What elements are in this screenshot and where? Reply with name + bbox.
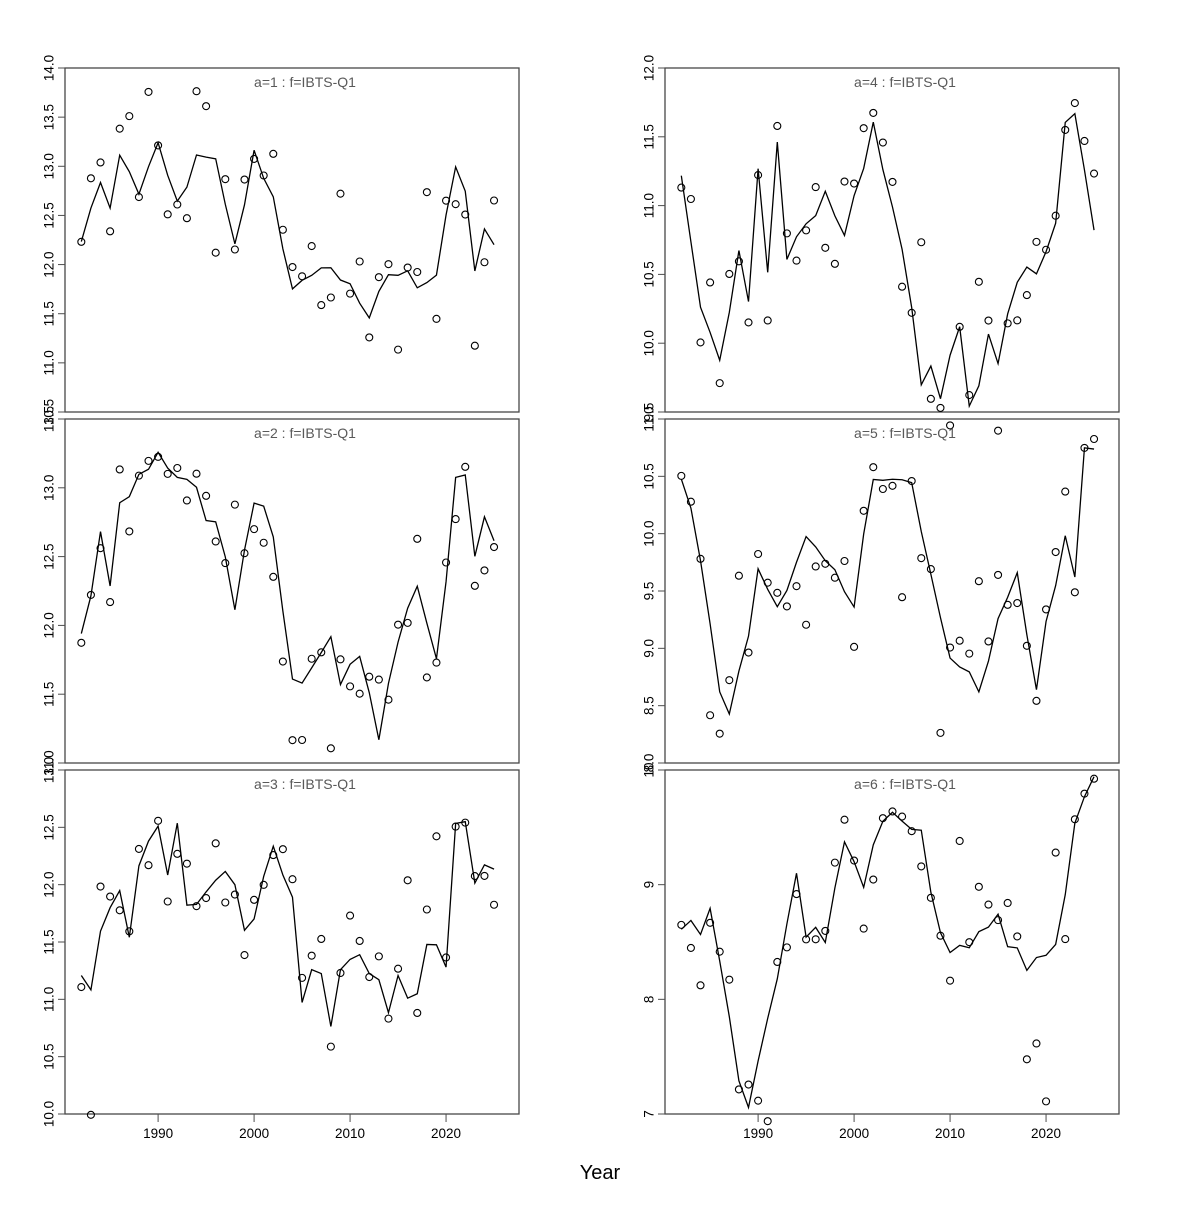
svg-text:12.5: 12.5: [42, 543, 57, 569]
svg-text:Year: Year: [580, 1162, 621, 1184]
svg-text:8: 8: [642, 996, 657, 1004]
svg-text:11.5: 11.5: [42, 301, 57, 326]
svg-text:a=3 : f=IBTS-Q1: a=3 : f=IBTS-Q1: [254, 776, 356, 792]
svg-text:2020: 2020: [431, 1126, 461, 1141]
svg-text:a=5 : f=IBTS-Q1: a=5 : f=IBTS-Q1: [854, 425, 956, 441]
svg-text:a=1 : f=IBTS-Q1: a=1 : f=IBTS-Q1: [254, 74, 356, 90]
svg-text:10.0: 10.0: [42, 1101, 57, 1127]
svg-text:11.5: 11.5: [42, 929, 57, 954]
svg-text:11.0: 11.0: [642, 193, 657, 218]
svg-text:14.0: 14.0: [42, 55, 57, 81]
svg-text:9.5: 9.5: [642, 582, 657, 601]
svg-text:11.0: 11.0: [42, 350, 57, 375]
svg-text:13.0: 13.0: [42, 153, 57, 179]
svg-text:11.5: 11.5: [642, 124, 657, 149]
svg-text:11.5: 11.5: [42, 682, 57, 707]
svg-text:13.5: 13.5: [42, 406, 57, 432]
svg-text:12.5: 12.5: [42, 814, 57, 840]
svg-text:12.0: 12.0: [42, 872, 57, 898]
svg-text:1990: 1990: [743, 1126, 773, 1141]
svg-text:10.0: 10.0: [642, 330, 657, 356]
svg-text:13.0: 13.0: [42, 757, 57, 783]
svg-text:12.0: 12.0: [642, 55, 657, 81]
svg-text:1990: 1990: [143, 1126, 173, 1141]
svg-text:2000: 2000: [239, 1126, 269, 1141]
svg-text:10.0: 10.0: [642, 521, 657, 547]
svg-text:7: 7: [642, 1110, 657, 1118]
svg-text:12.5: 12.5: [42, 202, 57, 228]
svg-text:10.5: 10.5: [42, 1044, 57, 1070]
svg-text:9: 9: [642, 881, 657, 889]
svg-text:10.5: 10.5: [642, 463, 657, 489]
svg-text:13.5: 13.5: [42, 104, 57, 130]
svg-text:2020: 2020: [1031, 1126, 1061, 1141]
svg-text:2010: 2010: [335, 1126, 365, 1141]
svg-text:8.5: 8.5: [642, 696, 657, 715]
svg-text:10: 10: [642, 762, 657, 777]
svg-text:11.0: 11.0: [42, 987, 57, 1012]
svg-text:9.0: 9.0: [642, 639, 657, 658]
svg-text:12.0: 12.0: [42, 251, 57, 277]
svg-text:12.0: 12.0: [42, 612, 57, 638]
svg-text:2010: 2010: [935, 1126, 965, 1141]
svg-text:a=6 : f=IBTS-Q1: a=6 : f=IBTS-Q1: [854, 776, 956, 792]
svg-text:2000: 2000: [839, 1126, 869, 1141]
svg-text:a=4 : f=IBTS-Q1: a=4 : f=IBTS-Q1: [854, 74, 956, 90]
svg-text:10.5: 10.5: [642, 261, 657, 287]
svg-text:13.0: 13.0: [42, 475, 57, 501]
svg-text:11.0: 11.0: [642, 406, 657, 431]
svg-text:a=2 : f=IBTS-Q1: a=2 : f=IBTS-Q1: [254, 425, 356, 441]
